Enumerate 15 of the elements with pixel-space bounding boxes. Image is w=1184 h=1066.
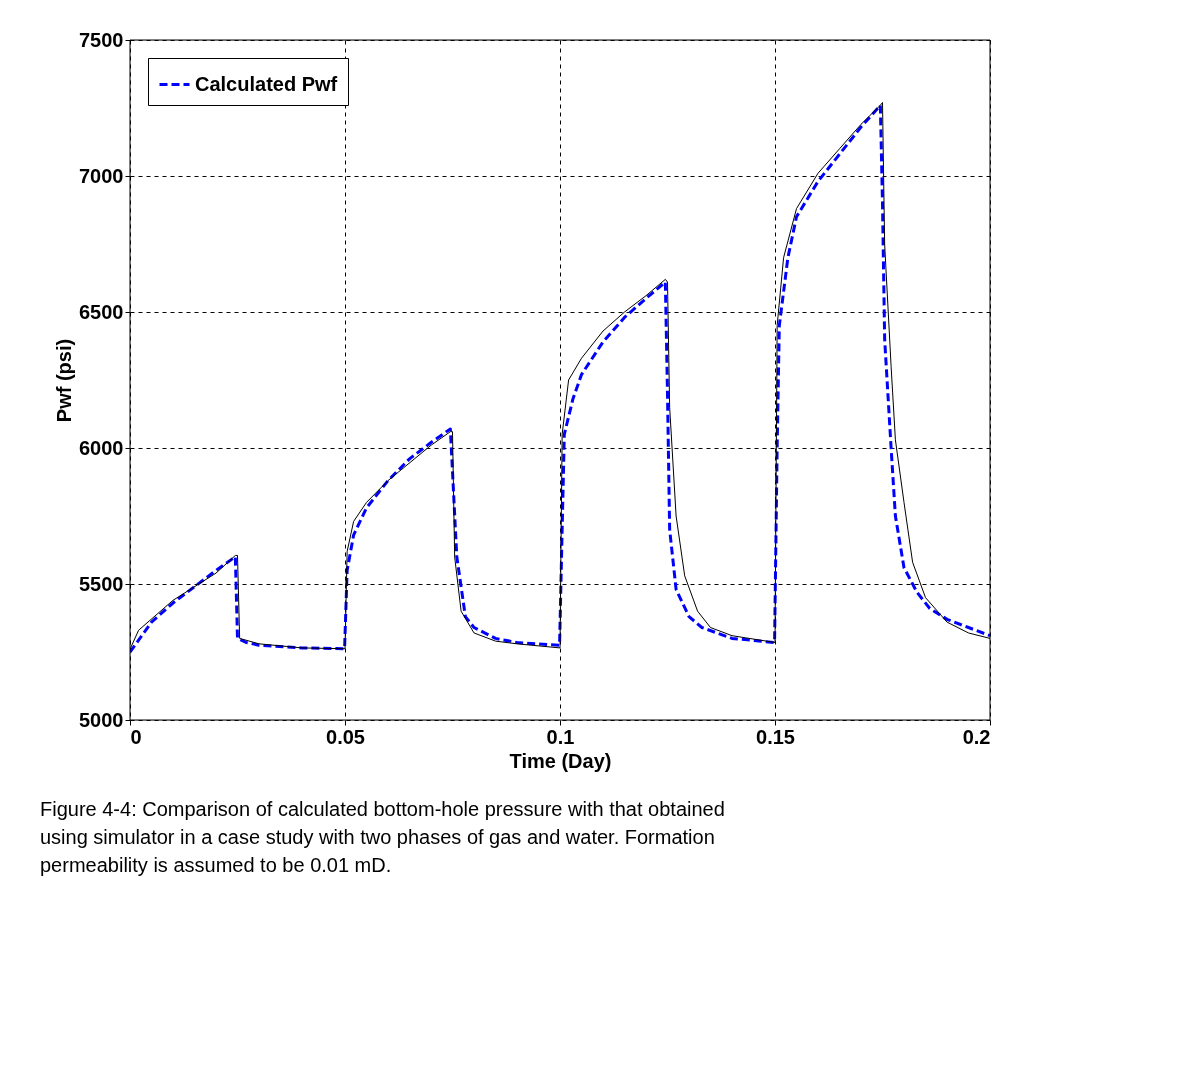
y-tick-label: 6000: [79, 436, 124, 459]
x-tick-label: 0.2: [962, 725, 991, 748]
y-tick-label: 7000: [79, 164, 124, 187]
y-tick-label: 5000: [79, 708, 124, 731]
x-tick-label: 0.05: [326, 725, 365, 748]
x-tick-label: 0: [130, 725, 142, 748]
legend-label: Calculated Pwf: [195, 72, 338, 95]
caption: Figure 4-4: Comparison of calculated bottom-hole pressure with that obtained using simulator in a case study with two phases of gas and water. Formation permeability is assumed to be 0.01 mD.: [40, 798, 725, 876]
x-tick-label: 0.15: [756, 725, 795, 748]
y-axis-title: Pwf (psi): [53, 338, 76, 423]
y-tick-label: 5500: [79, 572, 124, 595]
x-axis-title: Time (Day): [509, 749, 612, 772]
y-tick-label: 7500: [79, 28, 124, 51]
x-tick-label: 0.1: [546, 725, 575, 748]
y-tick-label: 6500: [79, 300, 124, 323]
